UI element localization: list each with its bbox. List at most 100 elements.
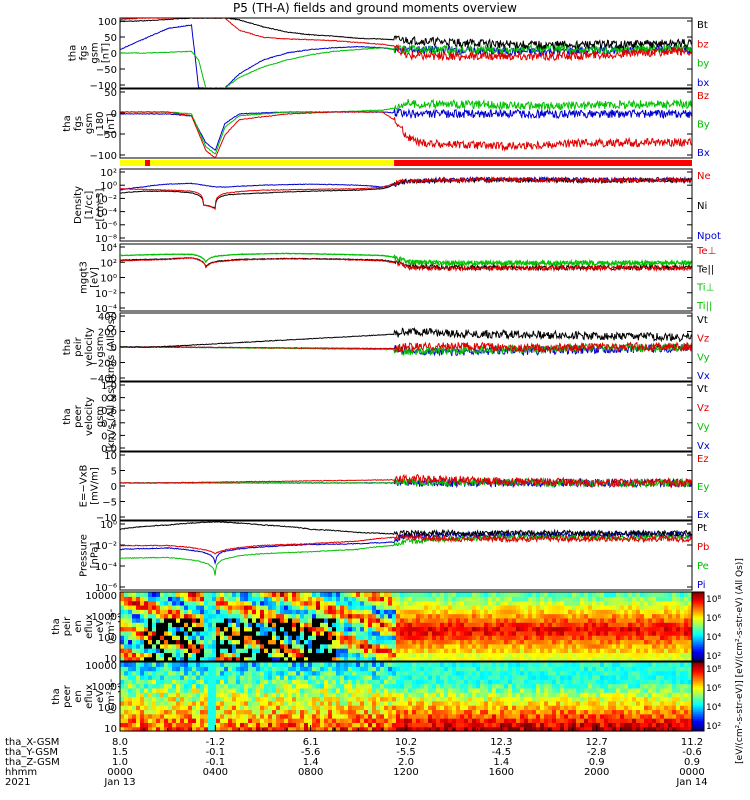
spectrogram-cell: [344, 705, 349, 711]
spectrogram-cell: [464, 652, 469, 658]
spectrogram-cell: [572, 622, 577, 628]
spectrogram-cell: [224, 643, 229, 649]
spectrogram-cell: [312, 687, 317, 693]
spectrogram-cell: [336, 609, 341, 615]
spectrogram-cell: [436, 617, 441, 623]
spectrogram-cell: [288, 592, 293, 597]
spectrogram-cell: [224, 626, 229, 632]
spectrogram-cell: [672, 630, 677, 636]
spectrogram-cell: [428, 600, 433, 606]
ylabel-line: peer: [73, 404, 84, 428]
legend-label: Vy: [697, 352, 710, 363]
ylabel-line: tha: [51, 618, 62, 634]
spectrogram-cell: [408, 648, 413, 653]
spectrogram-cell: [624, 609, 629, 615]
spectrogram-cell: [524, 609, 529, 615]
spectrogram-cell: [332, 709, 337, 715]
spectrogram-cell: [356, 687, 361, 693]
spectrogram-cell: [192, 592, 197, 597]
ytick-label: 100: [98, 703, 117, 714]
spectrogram-cell: [580, 609, 585, 615]
spectrogram-cell: [392, 683, 397, 689]
spectrogram-cell: [588, 696, 593, 702]
spectrogram-cell: [432, 666, 437, 672]
spectrogram-cell: [444, 604, 449, 610]
spectrogram-cell: [520, 662, 525, 667]
spectrogram-cell: [300, 592, 305, 597]
spectrogram-cell: [496, 662, 501, 667]
spectrogram-cell: [404, 674, 409, 680]
spectrogram-cell: [532, 713, 537, 719]
spectrogram-cell: [288, 705, 293, 711]
spectrogram-cell: [344, 726, 349, 732]
spectrogram-cell: [504, 662, 509, 667]
spectrogram-cell: [372, 705, 377, 711]
spectrogram-cell: [464, 643, 469, 649]
spectrogram-cell: [348, 600, 353, 606]
spectrogram-cell: [484, 592, 489, 597]
spectrogram-cell: [528, 683, 533, 689]
spectrogram-cell: [404, 705, 409, 711]
spectrogram-cell: [212, 626, 217, 632]
spectrogram-cell: [132, 700, 137, 706]
spectrogram-cell: [252, 700, 257, 706]
spectrogram-cell: [496, 713, 501, 719]
spectrogram-cell: [204, 643, 209, 649]
spectrogram-cell: [488, 626, 493, 632]
spectrogram-cell: [356, 666, 361, 672]
spectrogram-cell: [616, 613, 621, 619]
spectrogram-cell: [228, 639, 233, 645]
spectrogram-cell: [644, 674, 649, 680]
spectrogram-cell: [132, 687, 137, 693]
spectrogram-cell: [192, 687, 197, 693]
ytick-label: 10⁻⁴: [95, 562, 117, 573]
spectrogram-cell: [176, 713, 181, 719]
spectrogram-cell: [316, 683, 321, 689]
spectrogram-cell: [684, 670, 689, 676]
spectrogram-cell: [248, 696, 253, 702]
spectrogram-cell: [192, 652, 197, 658]
spectrogram-cell: [684, 630, 689, 636]
spectrogram-cell: [304, 705, 309, 711]
spectrogram-cell: [628, 592, 633, 597]
spectrogram-cell: [280, 696, 285, 702]
spectrogram-cell: [496, 648, 501, 653]
spectrogram-cell: [376, 626, 381, 632]
spectrogram-cell: [564, 626, 569, 632]
spectrogram-cell: [256, 679, 261, 685]
spectrogram-cell: [212, 713, 217, 719]
spectrogram-cell: [504, 656, 509, 662]
spectrogram-cell: [128, 643, 133, 649]
spectrogram-cell: [636, 626, 641, 632]
spectrogram-cell: [584, 604, 589, 610]
spectrogram-cell: [584, 683, 589, 689]
spectrogram-cell: [588, 592, 593, 597]
spectrogram-cell: [504, 674, 509, 680]
spectrogram-cell: [376, 643, 381, 649]
spectrogram-cell: [348, 696, 353, 702]
spectrogram-cell: [276, 656, 281, 662]
spectrogram-cell: [316, 609, 321, 615]
spectrogram-cell: [508, 622, 513, 628]
spectrogram-cell: [568, 692, 573, 698]
spectrogram-cell: [564, 592, 569, 597]
legend-label: Vz: [697, 403, 709, 414]
spectrogram-cell: [620, 687, 625, 693]
spectrogram-cell: [224, 630, 229, 636]
spectrogram-cell: [272, 622, 277, 628]
spectrogram-cell: [500, 679, 505, 685]
spectrogram-cell: [140, 626, 145, 632]
spectrogram-cell: [648, 643, 653, 649]
spectrogram-cell: [464, 666, 469, 672]
spectrogram-cell: [552, 639, 557, 645]
spectrogram-cell: [552, 692, 557, 698]
spectrogram-cell: [208, 692, 213, 698]
spectrogram-cell: [152, 726, 157, 732]
spectrogram-cell: [148, 718, 153, 723]
spectrogram-cell: [244, 666, 249, 672]
spectrogram-cell: [516, 613, 521, 619]
spectrogram-cell: [580, 674, 585, 680]
ytick-label: 10⁰: [100, 181, 117, 192]
spectrogram-cell: [556, 643, 561, 649]
spectrogram-cell: [384, 709, 389, 715]
